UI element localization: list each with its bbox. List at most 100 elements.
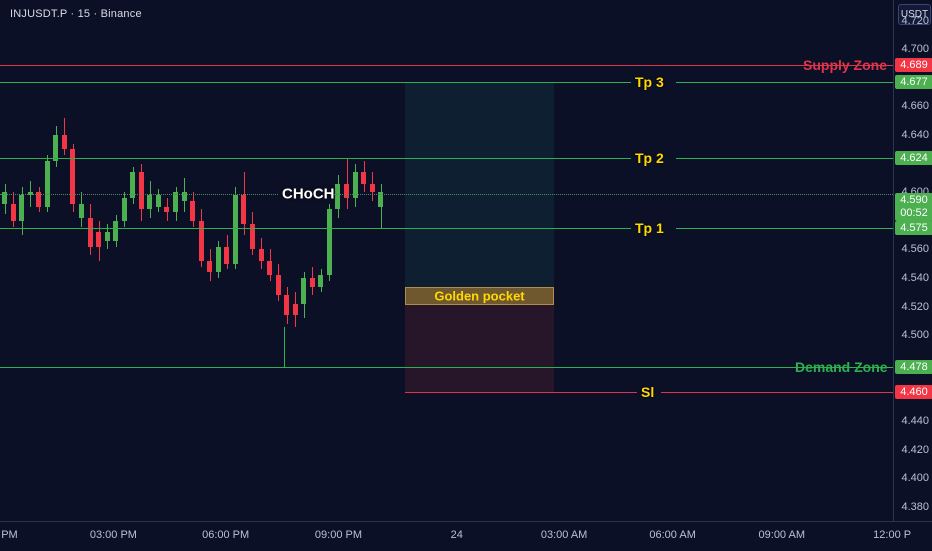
price-line-sl[interactable] xyxy=(661,392,893,394)
candle-wick xyxy=(346,157,348,210)
structure-leg xyxy=(284,326,285,367)
choch-label: CHoCH xyxy=(282,185,335,203)
candle-body xyxy=(27,192,33,196)
price-line-tp-2[interactable] xyxy=(676,157,893,159)
candle-body xyxy=(275,275,281,296)
candle-body xyxy=(190,200,196,221)
level-label-tp-3: Tp 3 xyxy=(635,74,664,91)
price-line-tp-3[interactable] xyxy=(0,82,631,84)
price-badge-supply[interactable]: 4.689 xyxy=(895,58,932,73)
time-tick: 12:00 P xyxy=(873,529,912,541)
price-tick: 4.540 xyxy=(901,272,929,284)
candle-body xyxy=(232,195,238,264)
candle-body xyxy=(78,203,84,218)
price-badge-tp1[interactable]: 4.575 xyxy=(895,220,932,235)
price-badge-tp2[interactable]: 4.624 xyxy=(895,150,932,165)
price-tick: 4.440 xyxy=(901,414,929,427)
candle-body xyxy=(249,223,255,250)
time-axis[interactable]: 0 PM 03:00 PM 06:00 PM 09:00 PM 24 03:00 AM 06… xyxy=(0,521,932,551)
chart-plot-area[interactable]: INJUSDT.P · 15 · Binance Golden pocket S… xyxy=(0,0,893,521)
candle-body xyxy=(224,246,230,264)
time-tick: 06:00 AM xyxy=(649,529,696,541)
candle-body xyxy=(267,260,273,276)
price-line-tp-2[interactable] xyxy=(0,157,631,159)
price-line-supply-zone[interactable] xyxy=(0,65,893,67)
level-label-sl: Sl xyxy=(641,384,655,401)
candle-body xyxy=(309,278,315,287)
price-tick: 4.560 xyxy=(901,243,929,256)
candle-body xyxy=(352,172,358,198)
price-badge-sl[interactable]: 4.460 xyxy=(895,385,932,400)
candle-body xyxy=(44,160,50,207)
time-tick: 0 PM xyxy=(0,529,18,541)
candle-body xyxy=(181,192,187,201)
time-tick: 09:00 PM xyxy=(314,529,362,541)
price-axis[interactable]: USDT 4.7204.7004.6604.6404.6004.5604.540… xyxy=(893,0,932,521)
candle-body xyxy=(318,275,324,287)
price-line-tp-1[interactable] xyxy=(676,227,893,229)
candle-body xyxy=(96,232,102,247)
price-tick: 4.660 xyxy=(901,100,929,113)
candle-body xyxy=(173,192,178,213)
candle-body xyxy=(10,203,16,221)
zone-box-tp-1-box[interactable] xyxy=(405,227,554,287)
price-badge-tp3[interactable]: 4.677 xyxy=(895,75,932,90)
candle-wick xyxy=(380,183,382,230)
golden-pocket-label: Golden pocket xyxy=(434,288,525,304)
candle-body xyxy=(70,149,76,204)
price-tick: 4.720 xyxy=(901,14,929,27)
candle-body xyxy=(335,183,341,210)
zone-box-sl-box[interactable] xyxy=(405,305,554,393)
price-line-choch[interactable] xyxy=(0,194,278,196)
price-line-tp-3[interactable] xyxy=(676,82,893,84)
zone-box-tp-2-box[interactable] xyxy=(405,157,554,228)
candle-body xyxy=(53,135,59,161)
price-badge-current[interactable]: 4.590 00:52 xyxy=(895,192,932,221)
time-tick: 06:00 PM xyxy=(202,529,250,541)
zone-box-golden-pocket[interactable] xyxy=(405,286,554,306)
candle-body xyxy=(164,206,170,213)
candle-body xyxy=(215,246,221,273)
level-label-tp-1: Tp 1 xyxy=(635,219,664,236)
candle-body xyxy=(378,192,384,207)
price-badge-demand[interactable]: 4.478 xyxy=(895,359,932,374)
price-tick: 4.420 xyxy=(901,443,929,456)
candle-body xyxy=(326,209,332,276)
level-label-demand-zone: Demand Zone xyxy=(795,358,888,375)
candle-body xyxy=(241,195,247,224)
candle-body xyxy=(292,303,298,316)
candle-body xyxy=(121,197,127,221)
candle-body xyxy=(344,183,349,198)
candle-body xyxy=(301,278,307,304)
candle-body xyxy=(2,192,7,204)
candle-body xyxy=(147,195,153,210)
currency-unit-button[interactable]: USDT xyxy=(898,4,931,25)
price-line-choch[interactable] xyxy=(330,194,893,196)
zone-box-tp-3-box[interactable] xyxy=(405,82,554,158)
candle-body xyxy=(61,135,67,150)
candle-body xyxy=(87,217,93,247)
symbol-title: INJUSDT.P · 15 · Binance xyxy=(10,8,142,20)
price-line-sl[interactable] xyxy=(405,392,637,394)
candle-body xyxy=(113,220,119,241)
price-tick: 4.700 xyxy=(901,43,929,56)
price-line-tp-1[interactable] xyxy=(0,227,631,229)
time-tick: 03:00 AM xyxy=(540,529,588,541)
candle-body xyxy=(258,249,264,261)
candle-body xyxy=(19,195,25,221)
price-line-demand-zone[interactable] xyxy=(0,366,893,368)
candle-body xyxy=(207,260,213,273)
candle-body xyxy=(284,295,290,316)
candle-body xyxy=(369,183,375,193)
level-label-tp-2: Tp 2 xyxy=(635,149,664,166)
price-tick: 4.380 xyxy=(901,500,929,513)
candle-body xyxy=(198,220,204,261)
level-label-supply-zone: Supply Zone xyxy=(803,57,887,74)
candle-body xyxy=(130,172,136,198)
time-tick: 03:00 PM xyxy=(89,529,137,541)
candle-body xyxy=(361,172,367,184)
candle-body xyxy=(104,232,110,241)
price-tick: 4.400 xyxy=(901,472,929,485)
time-tick: 24 xyxy=(450,529,463,541)
